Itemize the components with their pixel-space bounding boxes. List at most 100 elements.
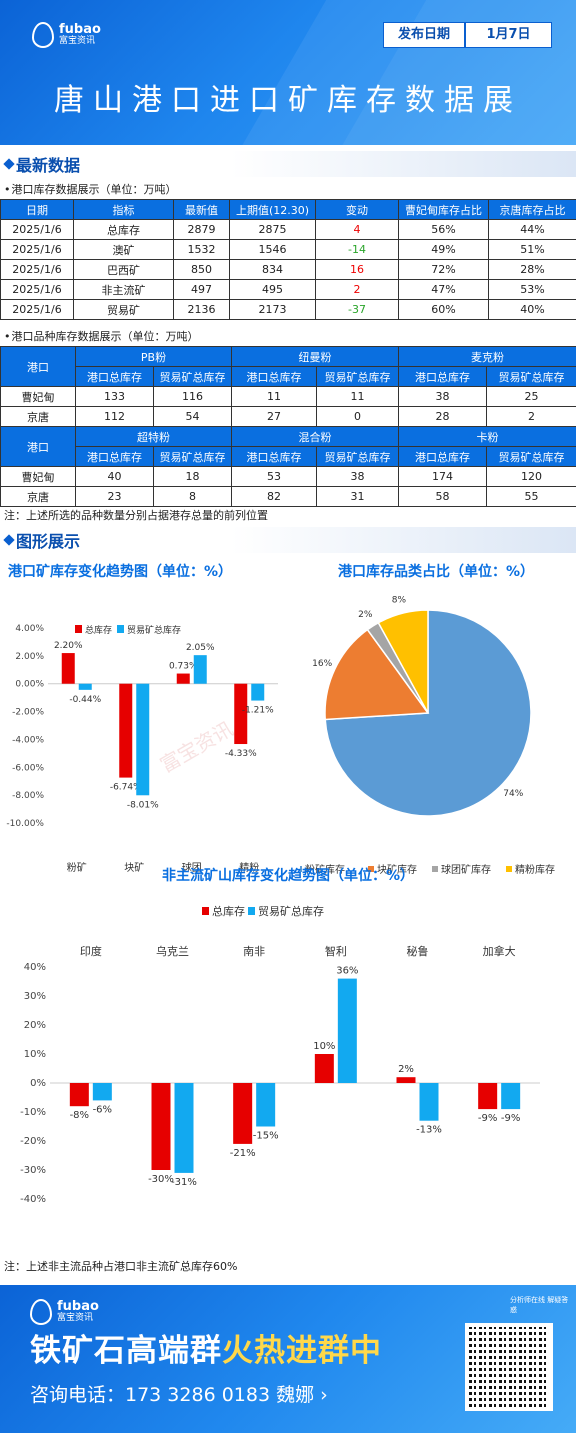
table-header-cell: 港口 bbox=[0, 346, 76, 387]
date-value: 1月7日 bbox=[486, 27, 531, 42]
footer-slogan: 铁矿石高端群火热进群中 bbox=[30, 1325, 382, 1370]
table-cell: 巴西矿 bbox=[73, 259, 174, 280]
table-cell: 18 bbox=[153, 466, 232, 487]
slogan-part-a: 铁矿石高端群 bbox=[30, 1333, 222, 1369]
data-label: -15% bbox=[253, 1131, 279, 1142]
section-title: 图形展示 bbox=[16, 532, 81, 551]
table-cell: 58 bbox=[398, 486, 487, 507]
logo-text-cn: 富宝资讯 bbox=[57, 1313, 94, 1323]
table-cell: 174 bbox=[398, 466, 487, 487]
table-header-cell: 卡粉 bbox=[398, 426, 576, 447]
logo-text-en: fubao bbox=[57, 1299, 99, 1314]
table-header-cell: 港口 bbox=[0, 426, 76, 467]
table-cell: 56% bbox=[398, 219, 489, 240]
pie-slice bbox=[377, 609, 429, 714]
diamond-icon bbox=[3, 158, 15, 170]
y-tick-label: -4.00% bbox=[12, 735, 44, 745]
data-label: -13% bbox=[416, 1125, 442, 1136]
table-cell: 4 bbox=[315, 219, 399, 240]
table-header-cell: 港口总库存 bbox=[398, 366, 487, 387]
bar bbox=[478, 1083, 498, 1110]
table-header-cell: 超特粉 bbox=[75, 426, 232, 447]
bar bbox=[233, 1083, 253, 1144]
table-header-cell: 贸易矿总库存 bbox=[316, 446, 399, 467]
category-label: 精粉 bbox=[239, 861, 259, 874]
port-inventory-table: 日期 指标 最新值 上期值(12.30) 变动 曹妃甸库存占比 京唐库存占比 2025/1/… bbox=[0, 199, 576, 320]
pie-slice bbox=[324, 628, 430, 721]
footer-logo: fubao 富宝资讯 bbox=[30, 1299, 99, 1325]
data-label: -8.01% bbox=[127, 800, 159, 810]
table-header-cell: 贸易矿总库存 bbox=[486, 366, 576, 387]
table-cell: 2025/1/6 bbox=[0, 299, 74, 320]
table-cell: 53% bbox=[488, 279, 576, 300]
table-cell: 非主流矿 bbox=[73, 279, 174, 300]
bar bbox=[234, 683, 248, 745]
table-cell: 38 bbox=[398, 386, 487, 407]
table-header-cell: 贸易矿总库存 bbox=[153, 446, 232, 467]
table-cell: 40 bbox=[75, 466, 154, 487]
pie-value-label: 74% bbox=[503, 789, 523, 799]
logo-icon bbox=[32, 22, 54, 48]
data-label: -9% bbox=[501, 1113, 520, 1124]
table1-caption: 港口库存数据展示（单位：万吨） bbox=[0, 181, 576, 199]
category-label: 块矿 bbox=[124, 861, 144, 874]
bar bbox=[176, 673, 190, 684]
data-label: -31% bbox=[171, 1177, 197, 1188]
table-cell: 54 bbox=[153, 406, 232, 427]
table-header-cell: 混合粉 bbox=[231, 426, 399, 447]
legend-swatch bbox=[117, 625, 124, 633]
bar bbox=[61, 653, 75, 684]
diamond-icon bbox=[3, 534, 15, 546]
table-cell: 2173 bbox=[229, 299, 316, 320]
section-charts: 图形展示 bbox=[0, 527, 576, 553]
bar bbox=[174, 1083, 194, 1173]
data-label: 0.73% bbox=[169, 662, 198, 672]
data-label: -1.21% bbox=[242, 706, 274, 716]
table-cell: 2025/1/6 bbox=[0, 259, 74, 280]
header-banner: fubao 富宝资讯 发布日期 1月7日 唐山港口进口矿库存数据展 bbox=[0, 0, 576, 145]
bar bbox=[69, 1083, 89, 1107]
table-cell: 38 bbox=[316, 466, 399, 487]
table-header-cell: 指标 bbox=[73, 199, 174, 220]
bar bbox=[193, 655, 207, 684]
data-label: -30% bbox=[148, 1174, 174, 1185]
table-cell: 2875 bbox=[229, 219, 316, 240]
contact-phone[interactable]: 咨询电话：173 3286 0183 魏娜 › bbox=[30, 1384, 328, 1406]
chart2-title: 港口库存品类占比（单位：%） bbox=[338, 564, 535, 580]
non-mainstream-bar-chart: 总库存 贸易矿总库存 40% 30% 20% 10% 0% -10% -20% -30% -40% 印… bbox=[20, 904, 540, 1205]
table-cell: 497 bbox=[173, 279, 230, 300]
data-label: -21% bbox=[230, 1148, 256, 1159]
table2-note: 注：上述所选的品种数量分别占据港存总量的前列位置 bbox=[4, 509, 268, 522]
qr-code[interactable] bbox=[465, 1323, 553, 1411]
category-label: 智利 bbox=[325, 944, 347, 958]
data-label: 2.20% bbox=[54, 641, 83, 651]
y-tick-label: 2.00% bbox=[15, 652, 44, 662]
bar bbox=[92, 1083, 112, 1101]
table-header-cell: 贸易矿总库存 bbox=[153, 366, 232, 387]
table-cell: -37 bbox=[315, 299, 399, 320]
table-row: 京唐 23 8 82 31 58 55 bbox=[0, 486, 576, 507]
analyst-badge: 分析师在线 解疑答惑 bbox=[510, 1296, 569, 1314]
port-trend-bar-chart: 总库存 贸易矿总库存 4.00% 2.00% 0.00% -2.00% -4.00% -6.0… bbox=[6, 624, 278, 874]
table-cell: 31 bbox=[316, 486, 399, 507]
table-cell: 2025/1/6 bbox=[0, 219, 74, 240]
legend-label: 球团矿库存 bbox=[441, 863, 491, 876]
table-cell: 850 bbox=[173, 259, 230, 280]
table-cell: 0 bbox=[316, 406, 399, 427]
table-cell: 834 bbox=[229, 259, 316, 280]
table-cell: 曹妃甸 bbox=[0, 466, 76, 487]
table-row: 2025/1/6 澳矿 1532 1546 -14 49% 51% bbox=[0, 239, 576, 260]
legend-label: 总库存 bbox=[85, 624, 112, 636]
table-cell: 总库存 bbox=[73, 219, 174, 240]
logo-text-en: fubao bbox=[59, 22, 101, 37]
table-header-cell: 曹妃甸库存占比 bbox=[398, 199, 489, 220]
y-tick-label: 20% bbox=[24, 1020, 46, 1031]
y-tick-label: -10.00% bbox=[6, 819, 44, 829]
table-header-row: 港口 超特粉 混合粉 卡粉 bbox=[0, 426, 576, 467]
bar bbox=[151, 1083, 171, 1170]
category-label: 南非 bbox=[243, 945, 265, 958]
y-tick-label: -10% bbox=[20, 1107, 46, 1118]
legend-label: 贸易矿总库存 bbox=[127, 624, 181, 636]
chart3-note: 注：上述非主流品种占港口非主流矿总库存60% bbox=[4, 1260, 238, 1273]
category-share-pie-chart: 74% 16% 2% 8% 粉矿库存 块矿库存 球团矿库存 精粉库存 bbox=[300, 596, 555, 876]
